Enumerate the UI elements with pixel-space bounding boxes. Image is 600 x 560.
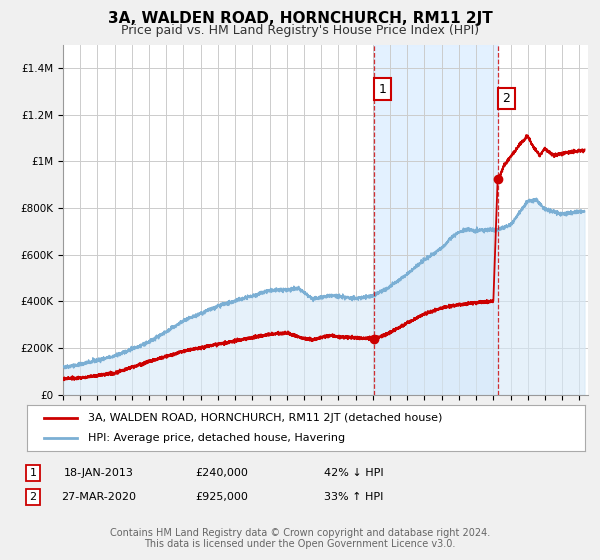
Text: 1: 1 bbox=[379, 83, 386, 96]
Text: 3A, WALDEN ROAD, HORNCHURCH, RM11 2JT (detached house): 3A, WALDEN ROAD, HORNCHURCH, RM11 2JT (d… bbox=[88, 413, 443, 423]
Text: Contains HM Land Registry data © Crown copyright and database right 2024.: Contains HM Land Registry data © Crown c… bbox=[110, 528, 490, 538]
Text: £925,000: £925,000 bbox=[196, 492, 248, 502]
Text: HPI: Average price, detached house, Havering: HPI: Average price, detached house, Have… bbox=[88, 433, 346, 443]
Text: 33% ↑ HPI: 33% ↑ HPI bbox=[325, 492, 383, 502]
Text: 1: 1 bbox=[29, 468, 37, 478]
Text: Price paid vs. HM Land Registry's House Price Index (HPI): Price paid vs. HM Land Registry's House … bbox=[121, 24, 479, 36]
Text: This data is licensed under the Open Government Licence v3.0.: This data is licensed under the Open Gov… bbox=[145, 539, 455, 549]
Text: 27-MAR-2020: 27-MAR-2020 bbox=[62, 492, 137, 502]
Text: 18-JAN-2013: 18-JAN-2013 bbox=[64, 468, 134, 478]
Text: 42% ↓ HPI: 42% ↓ HPI bbox=[324, 468, 384, 478]
Text: £240,000: £240,000 bbox=[196, 468, 248, 478]
Text: 3A, WALDEN ROAD, HORNCHURCH, RM11 2JT: 3A, WALDEN ROAD, HORNCHURCH, RM11 2JT bbox=[107, 11, 493, 26]
Text: 2: 2 bbox=[29, 492, 37, 502]
Text: 2: 2 bbox=[502, 92, 510, 105]
Bar bbox=[374, 45, 497, 395]
